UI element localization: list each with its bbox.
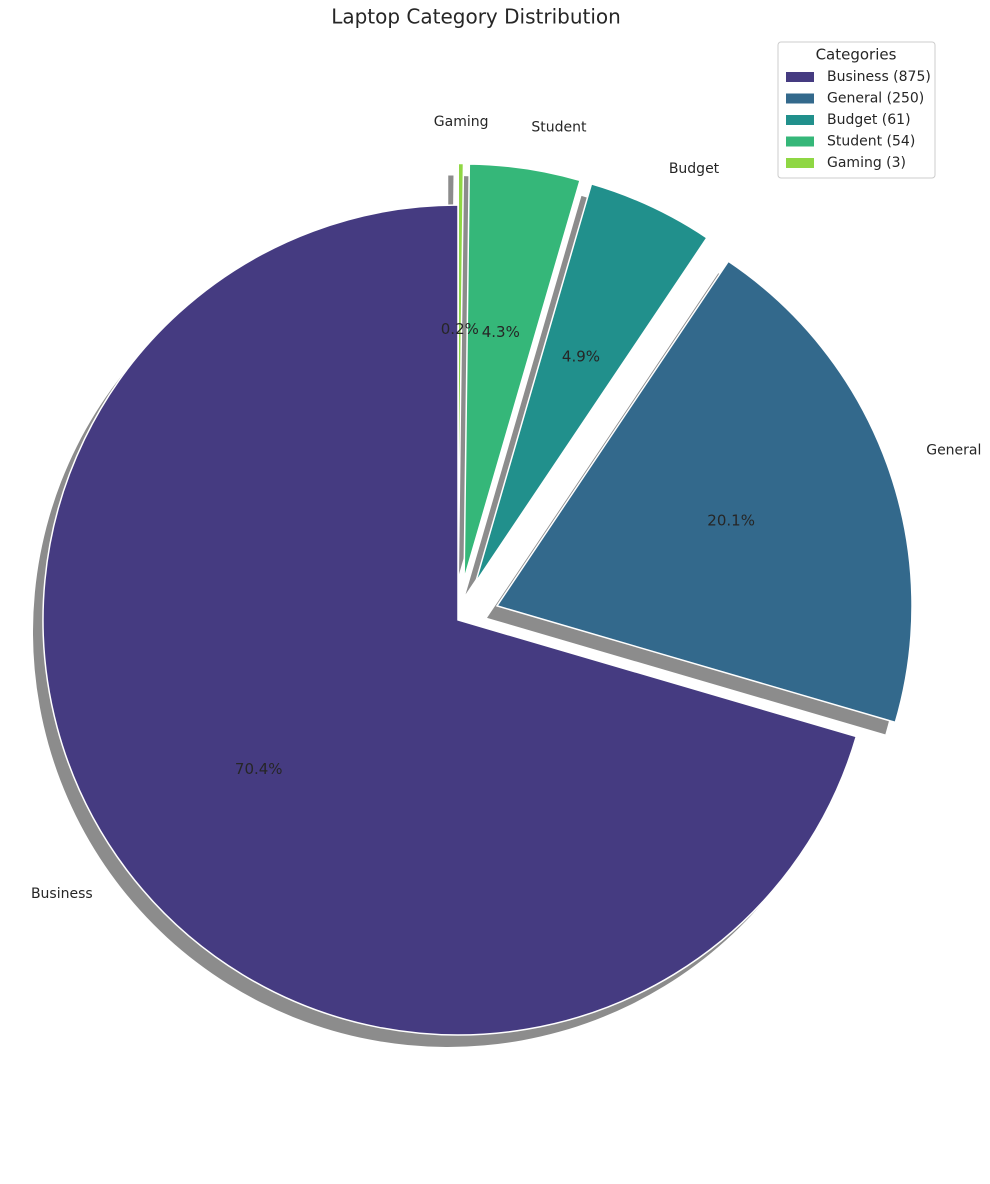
legend-label: General (250) [827,91,924,107]
slice [474,182,708,583]
labels: Business 70.4% General 20.1% Budget 4.9% Stude… [31,114,981,902]
chart-title: Laptop Category Distribution [331,5,621,29]
slice-label: Budget [669,161,720,177]
slices [42,162,913,1036]
legend-label: Budget (61) [827,112,911,128]
legend-label: Business (875) [827,69,931,85]
slice [42,204,858,1036]
legend-swatch [786,93,814,104]
legend-swatch [786,72,814,82]
legend-swatch [786,136,814,147]
legend-box [777,41,936,179]
legend-label: Gaming (3) [827,155,906,171]
value-label: 4.9% [562,347,600,365]
slice [495,260,913,724]
slice-label: Business [31,886,93,902]
legend: Categories Business (875) General (250) Bu… [777,41,936,179]
value-label: 0.2% [441,320,479,338]
slice [457,162,465,579]
slice-label: General [926,442,981,458]
value-label: 70.4% [235,760,283,778]
legend-title: Categories [816,46,897,64]
legend-swatch [786,158,814,168]
legend-label: Student (54) [827,134,915,150]
legend-swatch [786,115,814,125]
slice-label: Student [531,119,587,135]
value-label: 4.3% [482,323,520,341]
slice-label: Gaming [434,114,489,130]
value-label: 20.1% [707,512,755,530]
slice [463,163,581,580]
